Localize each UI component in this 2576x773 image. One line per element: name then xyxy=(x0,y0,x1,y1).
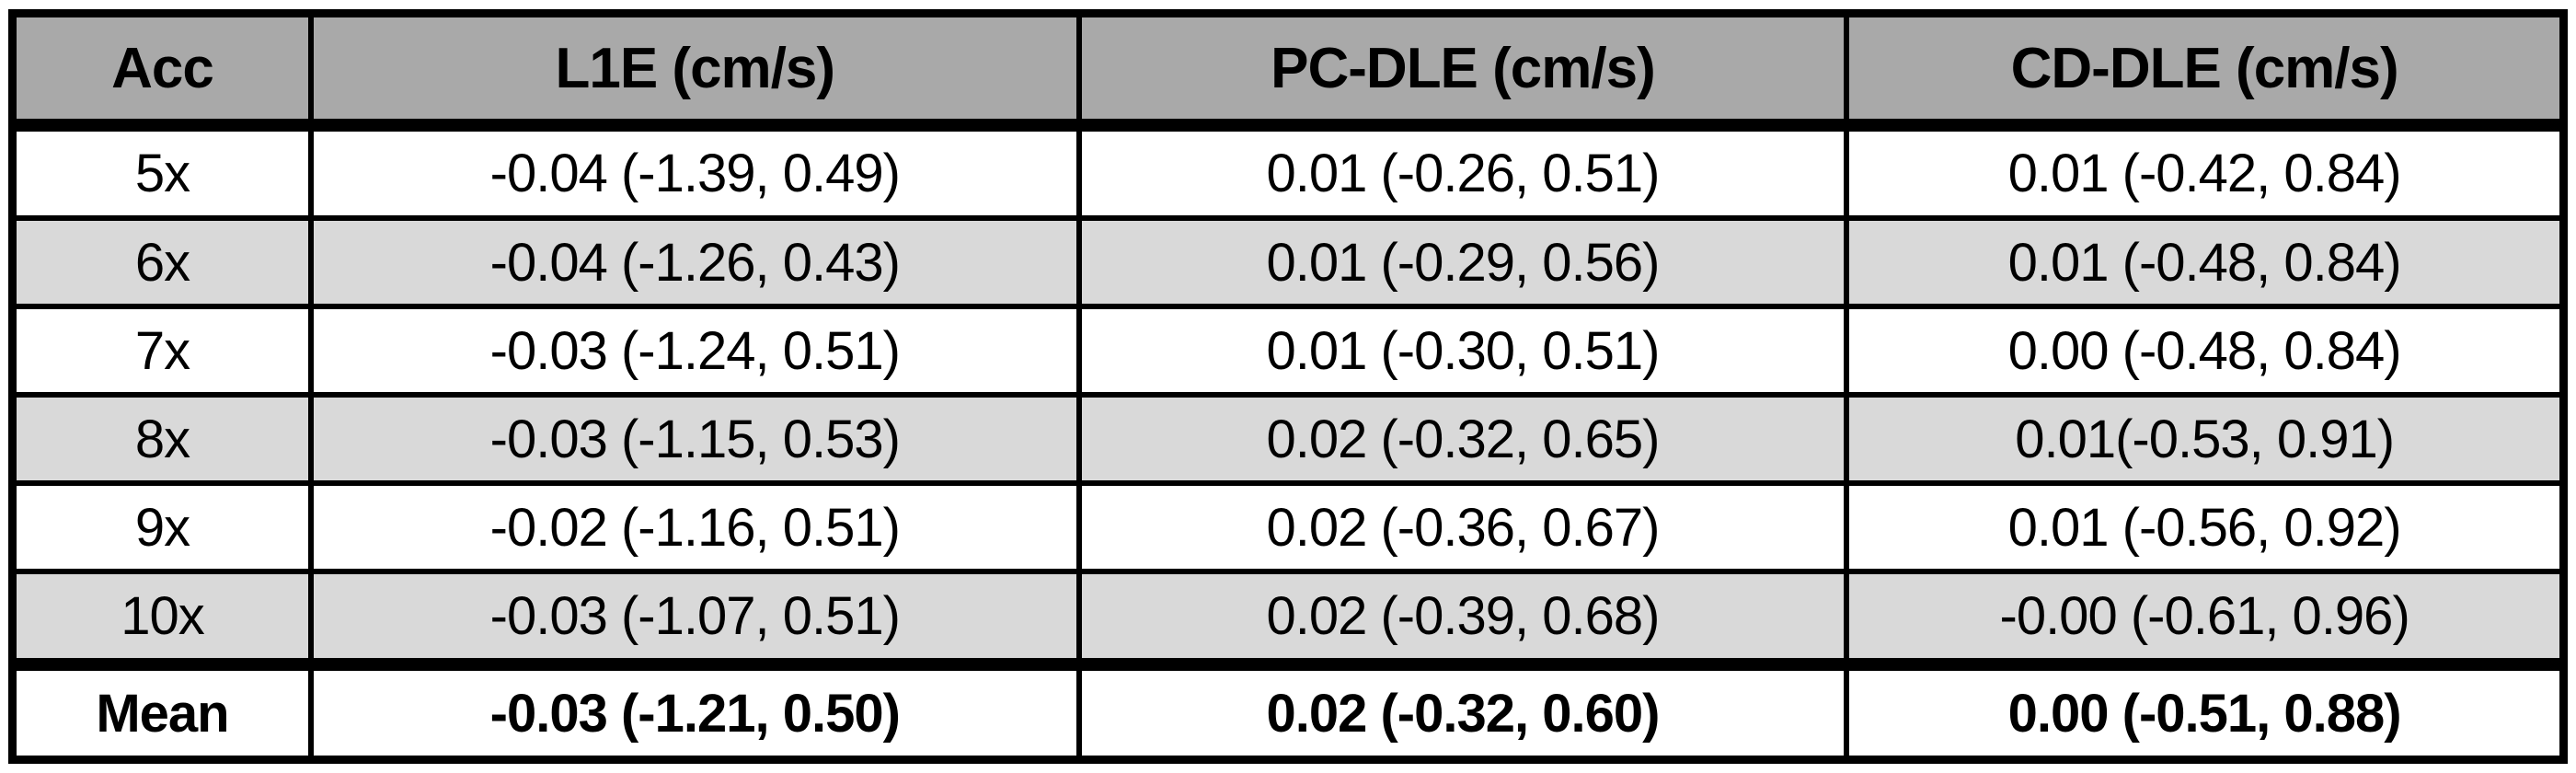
table-row-8x: 8x -0.03 (-1.15, 0.53) 0.02 (-0.32, 0.65… xyxy=(9,392,2567,487)
table-cell: -0.00 (-0.61, 0.96) xyxy=(1844,569,2567,668)
header-cell-cd-dle: CD-DLE (cm/s) xyxy=(1844,10,2567,132)
row-label: 6x xyxy=(9,215,314,310)
table-cell: 0.00 (-0.48, 0.84) xyxy=(1844,304,2567,398)
header-cell-acc: Acc xyxy=(9,10,314,132)
table-body: 5x -0.04 (-1.39, 0.49) 0.01 (-0.26, 0.51… xyxy=(9,121,2567,763)
row-label: 7x xyxy=(9,304,314,398)
row-label: 10x xyxy=(9,569,314,668)
table-header: Acc L1E (cm/s) PC-DLE (cm/s) CD-DLE (cm/… xyxy=(9,10,2567,132)
table-row-5x: 5x -0.04 (-1.39, 0.49) 0.01 (-0.26, 0.51… xyxy=(9,121,2567,222)
table-cell: -0.04 (-1.39, 0.49) xyxy=(307,121,1082,222)
table-cell: -0.03 (-1.15, 0.53) xyxy=(307,392,1082,487)
table-row-10x: 10x -0.03 (-1.07, 0.51) 0.02 (-0.39, 0.6… xyxy=(9,569,2567,668)
row-label: 8x xyxy=(9,392,314,487)
table-cell: -0.03 (-1.24, 0.51) xyxy=(307,304,1082,398)
table-row-7x: 7x -0.03 (-1.24, 0.51) 0.01 (-0.30, 0.51… xyxy=(9,304,2567,398)
table-cell: 0.02 (-0.32, 0.60) xyxy=(1075,658,1850,763)
row-label: 9x xyxy=(9,480,314,575)
table-cell: -0.02 (-1.16, 0.51) xyxy=(307,480,1082,575)
table-cell: 0.01 (-0.56, 0.92) xyxy=(1844,480,2567,575)
table-row-6x: 6x -0.04 (-1.26, 0.43) 0.01 (-0.29, 0.56… xyxy=(9,215,2567,310)
row-label: 5x xyxy=(9,121,314,222)
table-row-9x: 9x -0.02 (-1.16, 0.51) 0.02 (-0.36, 0.67… xyxy=(9,480,2567,575)
header-row: Acc L1E (cm/s) PC-DLE (cm/s) CD-DLE (cm/… xyxy=(9,10,2567,132)
table-row-mean: Mean -0.03 (-1.21, 0.50) 0.02 (-0.32, 0.… xyxy=(9,658,2567,763)
header-cell-l1e: L1E (cm/s) xyxy=(307,10,1082,132)
table-cell: 0.02 (-0.36, 0.67) xyxy=(1075,480,1850,575)
table-cell: 0.01 (-0.48, 0.84) xyxy=(1844,215,2567,310)
header-cell-pc-dle: PC-DLE (cm/s) xyxy=(1075,10,1850,132)
table-cell: 0.00 (-0.51, 0.88) xyxy=(1844,658,2567,763)
row-label: Mean xyxy=(9,658,314,763)
table-cell: 0.01(-0.53, 0.91) xyxy=(1844,392,2567,487)
table-cell: 0.02 (-0.39, 0.68) xyxy=(1075,569,1850,668)
table-cell: 0.01 (-0.29, 0.56) xyxy=(1075,215,1850,310)
table-cell: 0.01 (-0.30, 0.51) xyxy=(1075,304,1850,398)
results-table: Acc L1E (cm/s) PC-DLE (cm/s) CD-DLE (cm/… xyxy=(8,9,2568,764)
table-cell: 0.01 (-0.26, 0.51) xyxy=(1075,121,1850,222)
table-cell: -0.03 (-1.07, 0.51) xyxy=(307,569,1082,668)
table-cell: -0.04 (-1.26, 0.43) xyxy=(307,215,1082,310)
table-cell: 0.01 (-0.42, 0.84) xyxy=(1844,121,2567,222)
table-cell: -0.03 (-1.21, 0.50) xyxy=(307,658,1082,763)
table-cell: 0.02 (-0.32, 0.65) xyxy=(1075,392,1850,487)
